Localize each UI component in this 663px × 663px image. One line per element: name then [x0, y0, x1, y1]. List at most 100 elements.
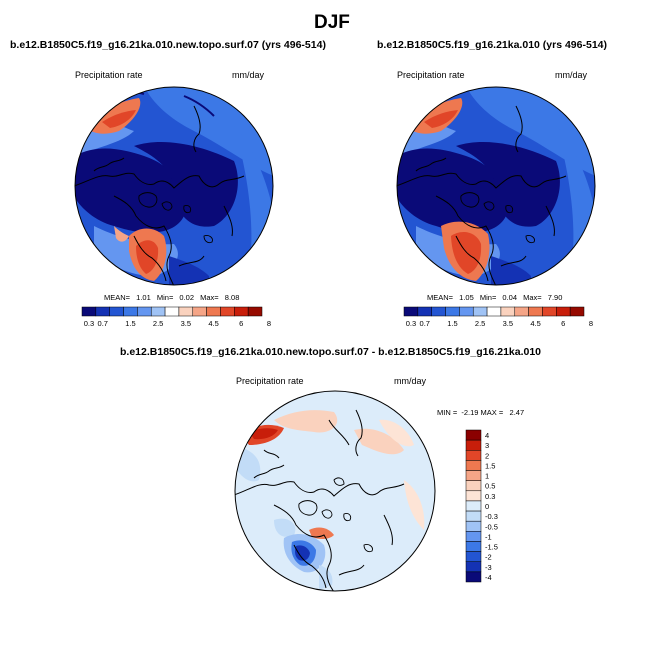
- diff-colorbar-tick-label: 3: [485, 441, 489, 450]
- panel1-colorbar-tick-label: 8: [267, 319, 271, 328]
- diff-title: b.e12.B1850C5.f19_g16.21ka.010.new.topo.…: [120, 346, 542, 358]
- panel1-colorbar: 0.3 0.7 1.5 2.5 3.5 4.5 6 8: [81, 306, 271, 328]
- panel2-title: b.e12.B1850C5.f19_g16.21ka.010 (yrs 496-…: [377, 39, 607, 51]
- diff-colorbar-tick-label: -4: [485, 573, 492, 582]
- panel2-units: mm/day: [555, 70, 588, 80]
- panel2-colorbar-tick-label: 2.5: [475, 319, 485, 328]
- panel2-colorbar-swatch: [569, 306, 585, 317]
- diff-minmax: MIN = -2.19 MAX = 2.47: [437, 408, 525, 417]
- panel2-colorbar-swatch: [486, 306, 502, 317]
- diff-colorbar-swatch: [465, 510, 482, 522]
- diff-colorbar-swatch: [465, 470, 482, 481]
- panel2-variable: Precipitation rate: [397, 70, 465, 80]
- panel2-mean-label: MEAN=: [427, 293, 454, 302]
- diff-colorbar-swatch: [465, 551, 482, 562]
- panel1-colorbar-swatch: [234, 306, 249, 317]
- diff-colorbar-tick-label: 0: [485, 502, 489, 511]
- diff-colorbar-swatch: [465, 500, 482, 512]
- diff-colorbar-tick-label: -1: [485, 532, 492, 541]
- diff-colorbar-tick-label: -0.3: [485, 512, 498, 521]
- diff-variable: Precipitation rate: [236, 376, 304, 386]
- panel2-polar-map: [396, 86, 596, 286]
- diff-units: mm/day: [394, 376, 427, 386]
- panel2-colorbar-tick-label: 8: [589, 319, 593, 328]
- panel1-polar-map: [74, 86, 274, 286]
- panel2-colorbar-swatch: [417, 306, 432, 317]
- panel2-colorbar-tick-label: 4.5: [530, 319, 540, 328]
- diff-polar-map: [234, 390, 436, 592]
- panel2-colorbar-swatch: [459, 306, 474, 317]
- panel2-colorbar-tick-label: 1.5: [447, 319, 457, 328]
- panel2-max-label: Max=: [523, 293, 542, 302]
- panel2-colorbar-tick-label: 0.7: [420, 319, 430, 328]
- panel1-min-value: 0.02: [179, 293, 195, 302]
- diff-colorbar-swatch: [465, 520, 482, 532]
- panel1-colorbar-tick-label: 1.5: [125, 319, 135, 328]
- diff-colorbar-swatch: [465, 429, 482, 441]
- diff-colorbar-swatch: [465, 561, 482, 573]
- diff-colorbar-tick-label: 2: [485, 451, 489, 460]
- panel2-min-label: Min=: [479, 293, 497, 302]
- panel1-mean-value: 1.01: [136, 293, 151, 302]
- diff-colorbar-tick-label: -3: [485, 563, 492, 572]
- panel1-colorbar-swatch: [109, 306, 124, 317]
- panel1-colorbar-swatch: [164, 306, 180, 317]
- panel2-colorbar-swatch: [528, 306, 543, 317]
- diff-colorbar-swatch: [465, 450, 482, 461]
- diff-colorbar-tick-label: -2: [485, 553, 492, 562]
- panel2-colorbar-swatch: [514, 306, 529, 317]
- panel1-colorbar-swatch: [95, 306, 110, 317]
- panel1-colorbar-swatch: [206, 306, 221, 317]
- panel1-units: mm/day: [232, 70, 265, 80]
- panel1-colorbar-tick-label: 0.3: [84, 319, 94, 328]
- panel1-title: b.e12.B1850C5.f19_g16.21ka.010.new.topo.…: [10, 39, 326, 51]
- panel1-colorbar-tick-label: 3.5: [181, 319, 191, 328]
- panel1-mean-label: MEAN=: [104, 293, 131, 302]
- panel1-max-value: 8.08: [224, 293, 240, 302]
- panel1-stats: MEAN= 1.01 Min= 0.02 Max= 8.08: [104, 293, 239, 302]
- diff-colorbar-tick-label: 1.5: [485, 461, 495, 470]
- panel1-colorbar-swatch: [178, 306, 194, 317]
- panel1-min-label: Min=: [156, 293, 174, 302]
- diff-colorbar-tick-label: 0.3: [485, 492, 495, 501]
- panel1-colorbar-tick-label: 4.5: [208, 319, 218, 328]
- panel1-colorbar-swatch: [137, 306, 152, 317]
- diff-colorbar-swatch: [465, 480, 482, 492]
- diff-colorbar-tick-label: 4: [485, 431, 489, 440]
- diff-colorbar-swatch: [465, 460, 482, 471]
- panel1-colorbar-swatch: [150, 306, 166, 317]
- panel1-colorbar-swatch: [247, 306, 263, 317]
- panel2-colorbar-tick-label: 0.3: [406, 319, 416, 328]
- diff-colorbar-tick-label: -1.5: [485, 543, 498, 552]
- main-title: DJF: [314, 12, 350, 33]
- diff-colorbar-swatch: [465, 439, 482, 451]
- panel1-colorbar-tick-label: 2.5: [153, 319, 163, 328]
- panel2-stats: MEAN= 1.05 Min= 0.04 Max= 7.90: [427, 293, 562, 302]
- diff-colorbar-swatch: [465, 571, 482, 583]
- panel2-colorbar-swatch: [542, 306, 557, 317]
- panel1-variable: Precipitation rate: [75, 70, 143, 80]
- panel1-colorbar-swatch: [81, 306, 97, 317]
- panel2-colorbar-tick-label: 3.5: [503, 319, 513, 328]
- diff-colorbar-tick-label: 0.5: [485, 482, 495, 491]
- panel1-colorbar-swatch: [220, 306, 235, 317]
- panel2-colorbar-swatch: [431, 306, 446, 317]
- panel2-min-value: 0.04: [502, 293, 518, 302]
- panel2-colorbar-swatch: [500, 306, 516, 317]
- panel2-colorbar-swatch: [472, 306, 488, 317]
- panel1-colorbar-tick-label: 0.7: [98, 319, 108, 328]
- diff-colorbar-swatch: [465, 541, 482, 552]
- panel1-max-label: Max=: [200, 293, 219, 302]
- panel2-mean-value: 1.05: [459, 293, 474, 302]
- panel2-max-value: 7.90: [547, 293, 563, 302]
- panel1-colorbar-tick-label: 6: [239, 319, 243, 328]
- panel2-colorbar-swatch: [556, 306, 571, 317]
- panel2-colorbar-tick-label: 6: [561, 319, 565, 328]
- panel1-colorbar-swatch: [192, 306, 207, 317]
- panel2-colorbar-swatch: [403, 306, 419, 317]
- panel1-colorbar-swatch: [123, 306, 138, 317]
- diff-colorbar-swatch: [465, 490, 482, 502]
- panel2-colorbar-swatch: [445, 306, 460, 317]
- panel2-colorbar: 0.3 0.7 1.5 2.5 3.5 4.5 6 8: [403, 306, 593, 328]
